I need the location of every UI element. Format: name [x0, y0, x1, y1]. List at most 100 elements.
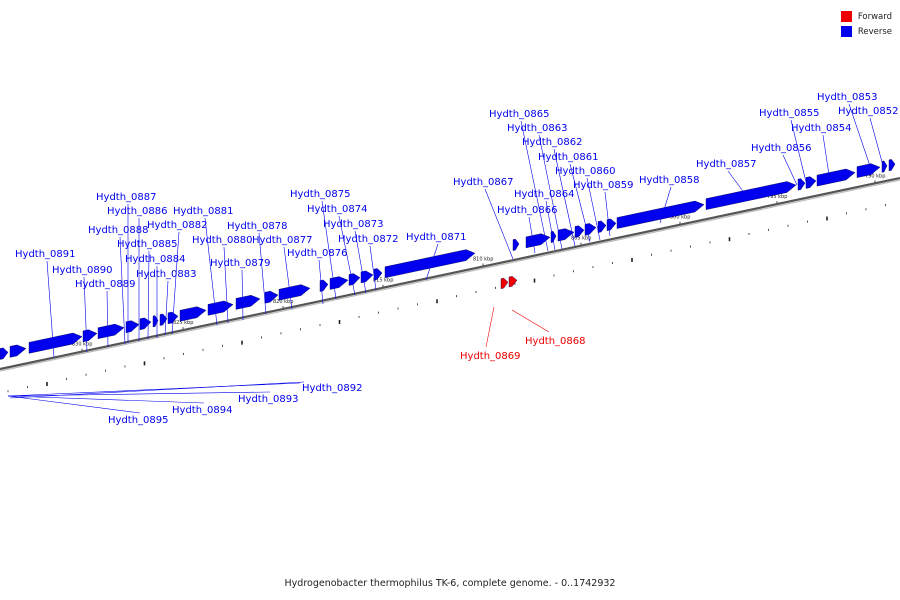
- kbp-tick-label: 800 kbp: [670, 215, 690, 221]
- gene-label: Hydth_0871: [406, 232, 467, 243]
- gene-label: Hydth_0888: [88, 225, 149, 236]
- reverse-gene-arrow: [384, 249, 476, 279]
- gene-label: Hydth_0886: [107, 206, 168, 217]
- reverse-gene-arrow: [82, 329, 98, 343]
- gene-label: Hydth_0892: [302, 383, 363, 394]
- label-leader: [119, 236, 126, 345]
- reverse-gene-arrow: [805, 176, 817, 189]
- gene-label: Hydth_0893: [238, 394, 299, 405]
- gene-label: Hydth_0874: [307, 204, 368, 215]
- gene-label: Hydth_0861: [538, 152, 599, 163]
- kbp-tick-label: 830 kbp: [72, 342, 92, 348]
- kbp-tick-label: 805 kbp: [571, 236, 591, 242]
- gene-label: Hydth_0864: [514, 189, 575, 200]
- label-group: Hydth_0852 Hydth_0853 Hydth_0854 Hydth_0855…: [7, 92, 899, 426]
- gene-label: Hydth_0875: [290, 189, 351, 200]
- kbp-tick-label: 810 kbp: [473, 257, 493, 263]
- gene-label: Hydth_0895: [108, 415, 169, 426]
- label-leader: [659, 186, 672, 224]
- legend-forward: Forward: [840, 9, 892, 24]
- gene-label: Hydth_0894: [172, 405, 233, 416]
- kbp-tick-label: 825 kbp: [173, 320, 193, 326]
- label-leader: [520, 120, 549, 252]
- reverse-gene-arrow: [207, 300, 234, 316]
- reverse-swatch: [840, 26, 852, 37]
- label-leader: [782, 154, 798, 186]
- reverse-gene-arrow: [525, 233, 551, 249]
- legend-reverse-label: Reverse: [857, 26, 892, 37]
- label-leader: [204, 217, 218, 326]
- gene-label: Hydth_0873: [323, 219, 384, 230]
- reverse-gene-arrow: [705, 181, 797, 210]
- gene-group: [0, 159, 896, 360]
- label-leader: [425, 243, 439, 281]
- gene-label: Hydth_0883: [136, 269, 197, 280]
- reverse-gene-arrow: [557, 228, 575, 242]
- reverse-gene-arrow: [329, 276, 349, 290]
- label-leader: [545, 200, 556, 251]
- gene-label: Hydth_0866: [497, 205, 558, 216]
- axis-line: [0, 176, 900, 371]
- reverse-gene-arrow: [797, 178, 806, 191]
- genome-axis: [0, 176, 900, 372]
- reverse-gene-arrow: [348, 273, 361, 286]
- gene-label: Hydth_0876: [287, 248, 348, 259]
- gene-label: Hydth_0891: [15, 249, 76, 260]
- label-leader: [171, 231, 180, 335]
- gene-label: Hydth_0877: [252, 235, 313, 246]
- gene-label: Hydth_0880: [192, 235, 253, 246]
- label-leader: [321, 200, 337, 300]
- reverse-gene-arrow: [319, 279, 329, 292]
- reverse-gene-arrow: [616, 200, 705, 229]
- kbp-tick-label: 795 kbp: [767, 194, 787, 200]
- reverse-gene-arrow: [159, 313, 168, 326]
- reverse-gene-arrow: [179, 306, 207, 322]
- reverse-gene-arrow: [574, 225, 585, 238]
- kbp-tick-label: 815 kbp: [373, 278, 393, 284]
- label-leader: [553, 148, 576, 247]
- gene-label: Hydth_0852: [838, 106, 899, 117]
- reverse-gene-arrow: [888, 159, 896, 172]
- gene-label: Hydth_0865: [489, 109, 550, 120]
- label-leader: [822, 134, 830, 176]
- kbp-tick-label: 820 kbp: [273, 299, 293, 305]
- label-leader: [283, 246, 293, 310]
- reverse-gene-arrow: [0, 347, 9, 360]
- label-leader: [569, 163, 591, 243]
- gene-label: Hydth_0881: [173, 206, 234, 217]
- label-leader: [83, 276, 88, 353]
- gene-label: Hydth_0867: [453, 177, 514, 188]
- forward-gene-arrow: [508, 276, 518, 288]
- label-leader: [586, 177, 601, 241]
- reverse-gene-arrow: [816, 168, 856, 187]
- label-leader: [848, 103, 871, 167]
- kbp-tick-label: 790 kbp: [865, 173, 885, 179]
- gene-label: Hydth_0885: [117, 239, 178, 250]
- label-leader: [7, 391, 271, 397]
- label-leader: [727, 170, 749, 199]
- label-leader: [223, 246, 229, 324]
- gene-label: Hydth_0868: [525, 336, 586, 347]
- reverse-gene-arrow: [235, 295, 261, 310]
- forward-gene-arrow: [500, 277, 509, 289]
- gene-label: Hydth_0879: [210, 258, 271, 269]
- gene-label: Hydth_0859: [573, 180, 634, 191]
- gene-label: Hydth_0854: [791, 123, 852, 134]
- label-leader: [7, 395, 205, 404]
- label-leader: [7, 395, 141, 414]
- legend-forward-label: Forward: [857, 11, 892, 22]
- reverse-gene-arrow: [28, 332, 83, 354]
- label-leader: [147, 250, 150, 340]
- reverse-gene-arrow: [97, 323, 125, 339]
- gene-label: Hydth_0853: [817, 92, 878, 103]
- gene-label: Hydth_0862: [522, 137, 583, 148]
- legend: Forward Reverse: [840, 9, 892, 39]
- forward-swatch: [840, 11, 852, 22]
- label-leader: [46, 260, 55, 358]
- axis-shadow: [0, 179, 900, 372]
- reverse-gene-arrow: [125, 320, 140, 334]
- gene-label: Hydth_0890: [52, 265, 113, 276]
- label-leader: [241, 269, 244, 321]
- gene-label: Hydth_0889: [75, 279, 136, 290]
